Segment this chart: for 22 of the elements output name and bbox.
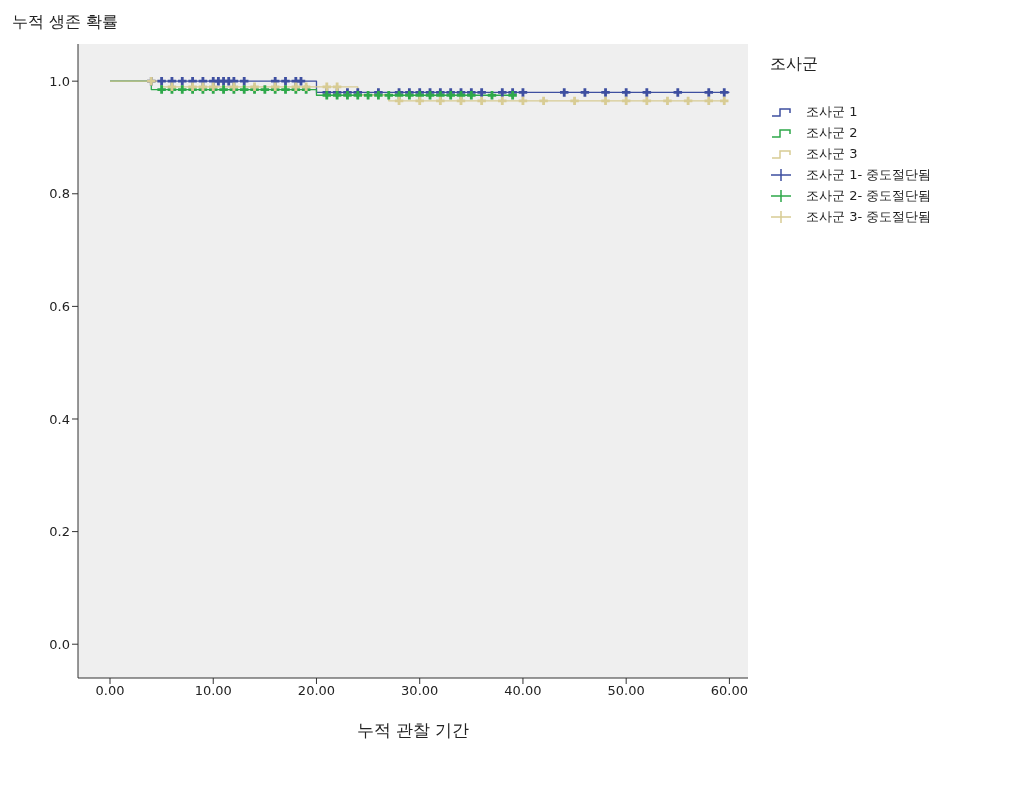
legend-label: 조사군 1: [806, 102, 858, 121]
y-tick-label: 0.8: [49, 186, 70, 202]
x-tick-label: 40.00: [504, 683, 542, 699]
legend-label: 조사군 2- 중도절단됨: [806, 186, 932, 205]
legend-label: 조사군 2: [806, 123, 858, 142]
x-tick-label: 20.00: [297, 683, 336, 699]
x-tick-label: 50.00: [607, 683, 645, 699]
legend-label: 조사군 1- 중도절단됨: [806, 165, 932, 184]
y-tick-label: 0.6: [49, 299, 70, 314]
x-axis-title: 누적 관찰 기간: [356, 720, 470, 740]
legend-title: 조사군: [770, 54, 819, 75]
y-tick-label: 0.4: [49, 411, 70, 427]
legend-label: 조사군 3- 중도절단됨: [806, 207, 932, 226]
y-tick-label: 0.2: [49, 524, 70, 540]
x-tick-label: 0.00: [95, 683, 125, 699]
y-tick-label: 0.0: [49, 636, 70, 652]
y-tick-label: 1.0: [49, 73, 70, 89]
legend-label: 조사군 3: [806, 144, 858, 163]
x-tick-label: 60.00: [710, 683, 749, 699]
x-tick-label: 10.00: [194, 683, 232, 699]
y-axis-title: 누적 생존 확률: [12, 12, 119, 33]
x-tick-label: 30.00: [401, 683, 439, 699]
